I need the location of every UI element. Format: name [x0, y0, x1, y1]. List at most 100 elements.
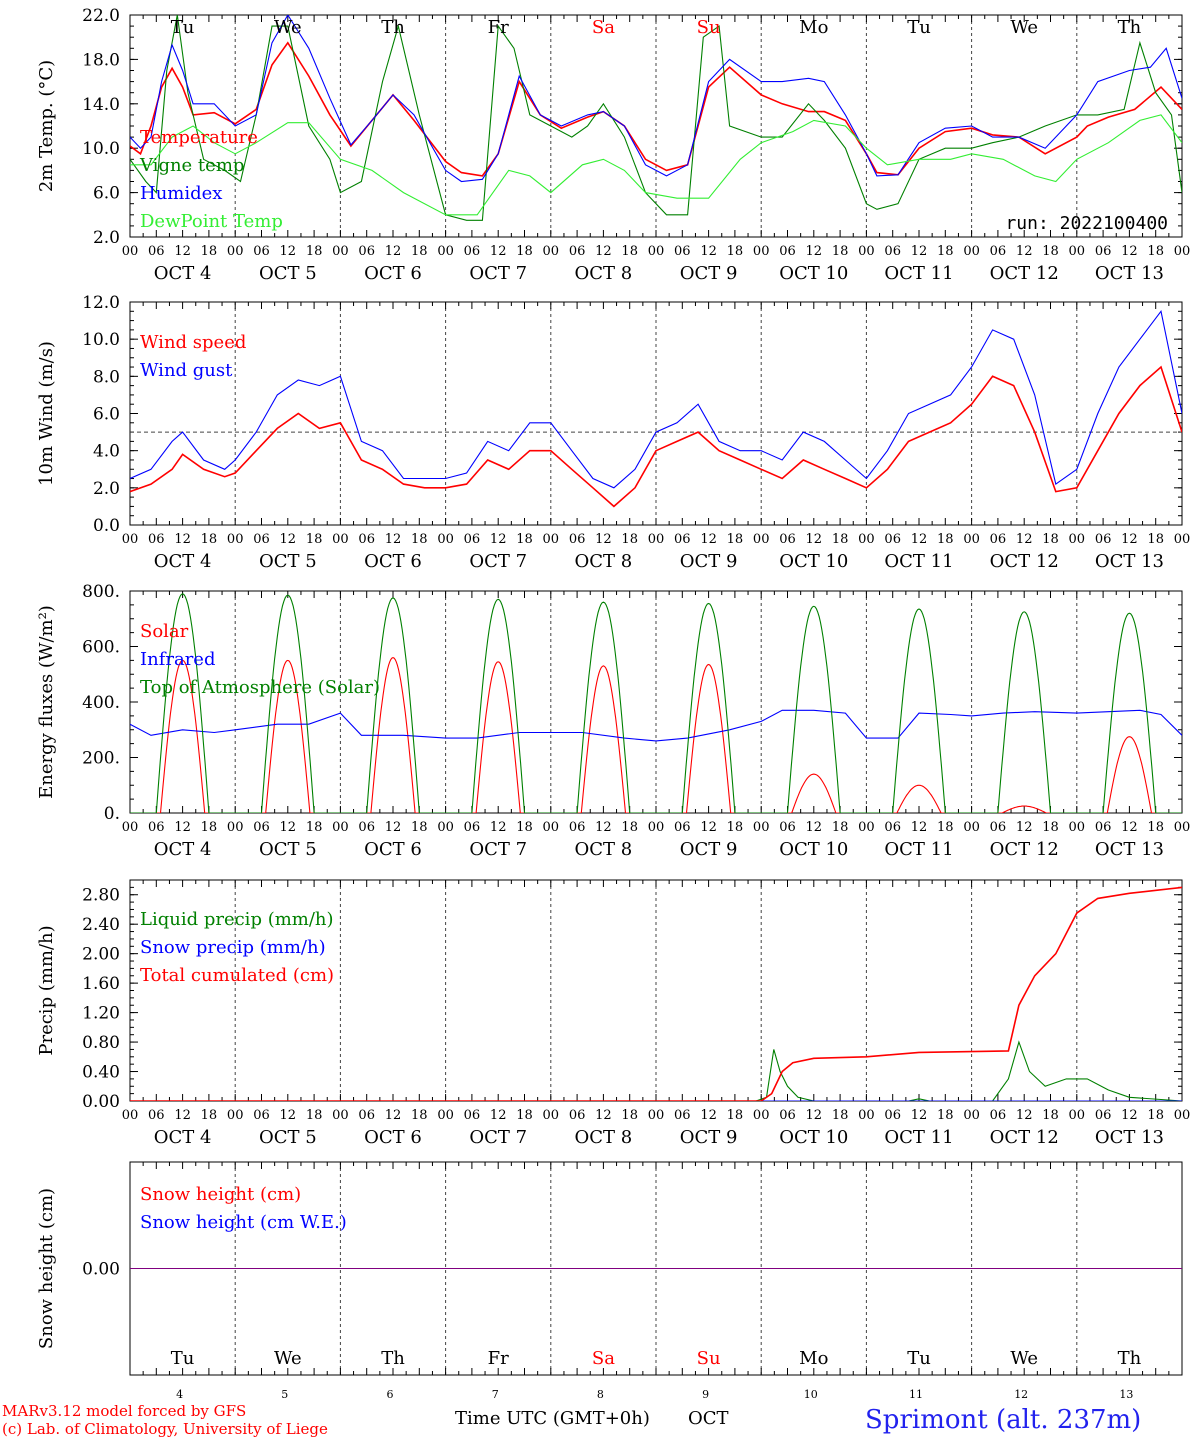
series-line	[130, 365, 1182, 508]
hour-tick-label: 00	[543, 820, 560, 835]
hour-tick-label: 06	[990, 532, 1007, 547]
date-label: OCT 6	[364, 1127, 422, 1148]
hour-tick-label: 18	[1042, 244, 1059, 259]
hour-tick-label: 06	[569, 244, 586, 259]
hour-tick-label: 06	[464, 244, 481, 259]
legend-entry: Vigne temp	[139, 155, 244, 176]
hour-tick-label: 00	[437, 1108, 454, 1123]
hour-tick-label: 18	[411, 532, 428, 547]
hour-tick-label: 00	[543, 244, 560, 259]
month-label: OCT	[688, 1408, 729, 1429]
legend-entry: Solar	[140, 621, 189, 642]
date-label: OCT 11	[884, 551, 953, 572]
hour-tick-label: 00	[122, 820, 139, 835]
day-number-label: 9	[702, 1388, 709, 1401]
hour-tick-label: 18	[411, 820, 428, 835]
day-number-label: 6	[387, 1388, 394, 1401]
day-number-label: 13	[1119, 1388, 1133, 1401]
hour-tick-label: 18	[1147, 820, 1164, 835]
weekday-label: Tu	[907, 17, 931, 38]
hour-tick-label: 12	[490, 532, 507, 547]
y-axis-label: 2m Temp. (°C)	[36, 60, 57, 192]
weekday-label: Tu	[907, 1348, 931, 1369]
hour-tick-label: 00	[963, 820, 980, 835]
y-axis-label: Precip (mm/h)	[36, 925, 57, 1055]
panel-series	[130, 593, 1182, 813]
date-label: OCT 13	[1095, 1127, 1164, 1148]
hour-tick-label: 06	[464, 1108, 481, 1123]
hour-tick-label: 00	[227, 244, 244, 259]
hour-tick-label: 12	[174, 244, 191, 259]
hour-tick-label: 12	[806, 532, 823, 547]
hour-tick-label: 06	[779, 1108, 796, 1123]
date-label: OCT 7	[469, 1127, 527, 1148]
hour-tick-label: 18	[621, 532, 638, 547]
hour-tick-label: 00	[227, 1108, 244, 1123]
legend-entry: Snow height (cm)	[140, 1184, 301, 1205]
series-line	[130, 1040, 1182, 1101]
hour-tick-label: 00	[1174, 1108, 1191, 1123]
hour-tick-label: 18	[516, 532, 533, 547]
y-tick-label: 400.	[82, 693, 120, 713]
day-number-label: 5	[281, 1388, 288, 1401]
hour-tick-label: 18	[411, 1108, 428, 1123]
day-number-label: 11	[909, 1388, 923, 1401]
date-label: OCT 5	[259, 551, 317, 572]
hour-tick-label: 12	[1016, 244, 1033, 259]
hour-tick-label: 18	[937, 1108, 954, 1123]
date-label: OCT 10	[779, 1127, 848, 1148]
hour-tick-label: 00	[332, 532, 349, 547]
hour-tick-label: 18	[937, 532, 954, 547]
series-line	[130, 309, 1182, 489]
hour-tick-label: 18	[306, 1108, 323, 1123]
hour-tick-label: 06	[779, 244, 796, 259]
series-line	[130, 709, 1182, 742]
hour-tick-label: 06	[1095, 1108, 1112, 1123]
hour-tick-label: 18	[1147, 244, 1164, 259]
hour-tick-label: 12	[700, 532, 717, 547]
hour-tick-label: 18	[832, 820, 849, 835]
hour-tick-label: 12	[1121, 244, 1138, 259]
hour-tick-label: 18	[516, 1108, 533, 1123]
y-tick-label: 10.0	[82, 139, 120, 159]
hour-tick-label: 00	[332, 1108, 349, 1123]
hour-tick-label: 06	[569, 532, 586, 547]
hour-tick-label: 00	[1174, 244, 1191, 259]
hour-tick-label: 18	[832, 1108, 849, 1123]
date-label: OCT 9	[680, 263, 738, 284]
y-tick-label: 2.00	[82, 945, 120, 965]
hour-tick-label: 00	[1174, 820, 1191, 835]
hour-tick-label: 12	[700, 1108, 717, 1123]
date-label: OCT 8	[575, 839, 633, 860]
hour-tick-label: 12	[806, 1108, 823, 1123]
hour-tick-label: 06	[1095, 820, 1112, 835]
footer-lab: (c) Lab. of Climatology, University of L…	[2, 1420, 328, 1438]
hour-tick-label: 12	[385, 820, 402, 835]
date-label: OCT 11	[884, 263, 953, 284]
weekday-label: Tu	[171, 1348, 195, 1369]
y-tick-label: 2.80	[82, 886, 120, 906]
weekday-label: We	[1010, 17, 1038, 38]
hour-tick-label: 00	[332, 244, 349, 259]
hour-tick-label: 18	[1147, 532, 1164, 547]
hour-tick-label: 12	[1121, 820, 1138, 835]
hour-tick-label: 12	[1016, 532, 1033, 547]
hour-tick-label: 06	[569, 820, 586, 835]
y-axis-label: Energy fluxes (W/m²)	[36, 605, 57, 799]
series-line	[130, 656, 1182, 813]
day-number-label: 12	[1014, 1388, 1028, 1401]
hour-tick-label: 18	[306, 244, 323, 259]
hour-tick-label: 06	[148, 820, 165, 835]
weekday-label: Th	[1118, 1348, 1142, 1369]
y-tick-label: 1.20	[82, 1004, 120, 1024]
legend-entry: Infrared	[140, 649, 215, 670]
hour-tick-label: 12	[595, 244, 612, 259]
y-tick-label: 600.	[82, 638, 120, 658]
y-axis-label: 10m Wind (m/s)	[36, 341, 57, 486]
hour-tick-label: 00	[648, 1108, 665, 1123]
panel-series	[130, 886, 1182, 1101]
date-label: OCT 13	[1095, 839, 1164, 860]
hour-tick-label: 00	[227, 532, 244, 547]
weekday-label: Th	[381, 1348, 405, 1369]
hour-tick-label: 06	[253, 1108, 270, 1123]
